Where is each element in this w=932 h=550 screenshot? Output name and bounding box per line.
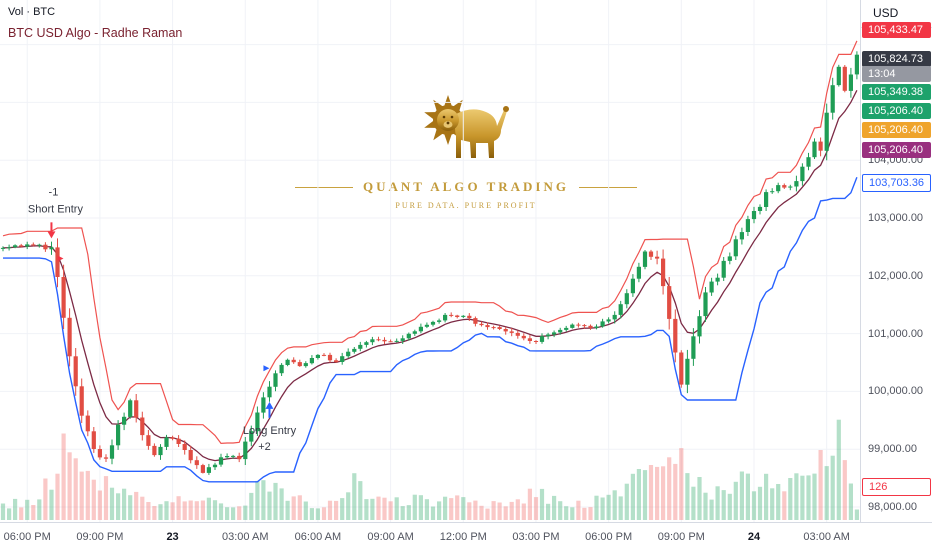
watermark-rule-left (295, 186, 354, 188)
short-marker-icon (57, 255, 64, 262)
watermark-title: QUANT ALGO TRADING (363, 179, 569, 194)
long-marker-icon (263, 365, 270, 372)
price-gridline-label: 100,000.00 (868, 385, 924, 398)
current-price-label: 105,824.73 (862, 51, 931, 67)
legend-indicator-title[interactable]: BTC USD Algo - Radhe Raman (8, 26, 183, 40)
candles-series (0, 51, 859, 475)
price-gridline-label: 102,000.00 (868, 269, 924, 282)
gridlines (0, 0, 860, 522)
trailing-stop-price-label: 103,703.36 (862, 174, 931, 192)
indicator-price-label: 105,206.40 (862, 142, 931, 158)
trade-annotations: -1 Short Entry Long Entry +2 (28, 186, 297, 453)
lower-stop-line (3, 176, 858, 483)
price-chart-plot[interactable]: -1 Short Entry Long Entry +2 (0, 0, 860, 522)
price-gridline-label: 103,000.00 (868, 212, 924, 224)
time-axis-label: 03:00 AM (222, 531, 269, 543)
upper-band-line (2, 40, 858, 445)
chart-legend: Vol · BTC BTC USD Algo - Radhe Raman (8, 6, 182, 40)
basis-line (2, 90, 858, 462)
time-axis-label: 03:00 AM (803, 531, 850, 543)
long-entry-arrowhead-icon (265, 401, 274, 409)
lion-logo-icon (424, 95, 509, 158)
time-axis-label: 09:00 PM (657, 531, 705, 543)
short-entry-arrowhead-icon (47, 231, 56, 239)
price-gridline-label: 101,000.00 (868, 327, 924, 340)
price-gridline-label: 98,000.00 (868, 501, 917, 513)
annotation-text: +2 (258, 441, 271, 453)
legend-volume-study[interactable]: Vol · BTC (8, 6, 56, 18)
indicator-price-label: 105,349.38 (862, 84, 931, 100)
annotation-text: -1 (49, 186, 59, 198)
price-gridline-label: 99,000.00 (868, 443, 917, 456)
upper-band-price-label: 105,433.47 (862, 22, 931, 38)
indicator-price-label: 105,206.40 (862, 122, 931, 138)
time-axis-label: 24 (747, 531, 761, 543)
time-axis-label: 09:00 PM (76, 531, 124, 543)
time-axis-label: 06:00 PM (3, 531, 51, 543)
time-axis-label: 06:00 PM (585, 531, 633, 543)
time-axis-label: 12:00 PM (439, 531, 487, 543)
time-axis-label: 09:00 AM (367, 531, 414, 543)
bar-countdown-label: 13:04 (862, 66, 931, 82)
annotation-text: Short Entry (28, 203, 84, 215)
watermark-rule-right (578, 186, 637, 188)
volume-value-label: 126 (862, 478, 931, 496)
price-axis[interactable]: USD 104,000.00 103,000.00 102,000.00 101,00… (860, 0, 932, 522)
indicator-price-label: 105,206.40 (862, 103, 931, 119)
time-axis-label: 06:00 AM (294, 531, 342, 543)
watermark-subtitle: PURE DATA. PURE PROFIT (395, 201, 537, 210)
annotation-text: Long Entry (243, 425, 297, 437)
time-axis[interactable]: 06:00 PM 09:00 PM 23 03:00 AM 06:00 AM 09:00 … (0, 522, 932, 550)
time-axis-label: 03:00 PM (512, 531, 560, 543)
time-axis-label: 23 (166, 531, 179, 543)
watermark: QUANT ALGO TRADING PURE DATA. PURE PROFI… (276, 84, 656, 210)
volume-series (0, 419, 859, 520)
